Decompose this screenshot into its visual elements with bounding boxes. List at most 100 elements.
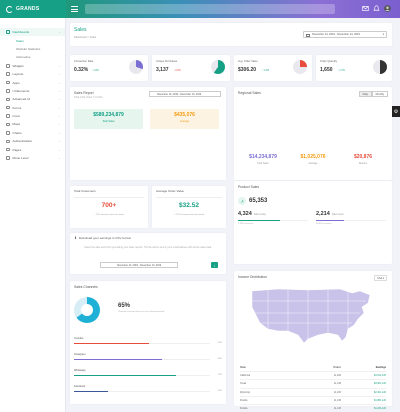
sidebar-item[interactable]: Widgets › [0,62,65,70]
sidebar-item-label: Maps [12,122,21,127]
channel-row: Whatsapp 75% [74,369,222,381]
sidebar-item[interactable]: Dashboards › [0,28,65,37]
country-select[interactable]: USA ▾ [374,275,387,281]
mail-icon[interactable] [362,5,369,12]
chevron-right-icon: › [59,130,60,135]
sidebar-item[interactable]: Maps › [0,120,65,128]
stat-change: ↑ 1.3% [261,68,269,72]
sales-today-label: Sales today [253,214,266,216]
channel-row: Instagram 65% [74,353,222,365]
sidebar-item-label: Dashboards [12,30,30,35]
sales-report-date-picker[interactable]: November 14, 2019 - November 13, 2019 [149,91,221,97]
sidebar-item-label: Sales [16,38,24,43]
menu-icon[interactable] [71,6,78,12]
csv-description: Select the date period for generating yo… [84,246,212,249]
channel-name: Instagram [74,353,86,356]
nav-icon [6,131,10,135]
chevron-right-icon: › [59,139,60,144]
table-cell: Wyoming [240,390,250,394]
channel-name: Youtube [74,337,84,340]
nav-icon [6,97,10,102]
nav-icon [6,80,10,85]
channel-track [74,375,210,377]
stat-card: Conversion Rate 0.32% ↑ 1.2% [70,55,148,81]
regional-total: $14,234,879 Total Sales [238,154,288,165]
sidebar-item-label: Authentication [12,139,33,144]
sidebar-item[interactable]: Advanced UI › [0,95,65,103]
sidebar-item[interactable]: Menu Level › [0,154,65,162]
channel-fill [74,391,108,393]
csv-title: ⬇ Download your earnings in CSV format [74,236,131,240]
table-cell: 11,145 [333,407,341,411]
stat-value: 3,137 [156,67,169,73]
chevron-right-icon: › [59,156,60,161]
channel-track [74,359,210,361]
table-cell: $4,512,120 [374,374,386,378]
sidebar-item[interactable]: Website Statistics [0,45,65,53]
csv-date-picker[interactable]: November 14, 2019 - November 13, 2019 [100,262,178,268]
monthly-button[interactable]: Monthly [371,91,388,97]
sales-week-value: 2,214 [316,211,330,217]
search-input[interactable] [85,4,335,14]
chevron-right-icon: › [59,105,60,110]
stat-pie [211,60,225,74]
stat-card: Avg. Order Value $306.20 ↑ 1.3% [234,55,312,81]
table-row: Texas 11,145 $3,901,120 [240,380,386,389]
product-sales-card: Product Sales ↗ 65,353 4,324 Sales today … [234,181,392,264]
sidebar-item-label: Widgets [12,63,24,68]
table-cell: 11,145 [333,382,341,386]
sidebar-item[interactable]: Authentication › [0,137,65,145]
table-cell: $1,234,120 [374,407,386,411]
logo-icon [6,5,13,13]
sidebar-item[interactable]: Charts › [0,129,65,137]
sidebar-item[interactable]: Layouts › [0,70,65,78]
sales-week-label: Sales week [331,214,344,216]
regional-total-label: Total Sales [257,162,269,165]
chevron-right-icon: › [59,72,60,77]
regional-sales-title: Regional Sales [238,91,261,95]
product-sales-week: 2,214 Sales week 26,481 increase [316,211,386,225]
sidebar-item[interactable]: Pages › [0,145,65,153]
csv-date-text: November 14, 2019 - November 13, 2019 [116,263,162,267]
stat-pie [129,60,143,74]
stat-label: Avg. Order Value [238,60,258,63]
daily-button[interactable]: Daily [358,91,372,97]
table-cell: 11,234 [333,390,341,394]
divider [156,197,222,198]
chevron-right-icon: › [59,97,60,102]
sidebar-item[interactable]: Icons › [0,112,65,120]
sidebar-item[interactable]: Alternative [0,53,65,61]
date-range-picker[interactable]: November 14, 2019 - November 13, 2019 ▾ [303,31,387,38]
sales-today-value: 4,324 [238,211,252,217]
sidebar-item[interactable]: UI Elements › [0,87,65,95]
nav-icon [6,64,10,68]
stat-card: Unique Purchases 3,137 ↓ 0.8% [152,55,230,81]
csv-download-button[interactable]: ↓ [211,262,218,268]
channel-pct: 65% [217,357,222,360]
table-cell: $3,901,120 [374,382,386,386]
stat-change: ↓ 0.8% [173,68,181,72]
bell-icon[interactable] [373,5,380,12]
nav-icon [6,114,10,118]
sidebar-item-label: Layouts [12,72,24,77]
income-column-header: State [240,366,246,370]
user-avatar[interactable] [384,5,391,12]
channel-row: Facebook 25% [74,385,222,397]
chevron-down-icon: ▾ [382,33,384,36]
channel-pct: 75% [217,373,222,376]
channel-track [74,391,210,393]
logo[interactable]: GRANDS [0,0,66,18]
sidebar-item[interactable]: Apps › [0,78,65,86]
sidebar-item-label: UI Elements [12,88,30,93]
table-row: California 11,452 $4,512,120 [240,372,386,381]
chevron-right-icon: › [59,122,60,127]
stat-pie [293,60,307,74]
sales-report-date-text: November 14, 2019 - November 13, 2019 [157,92,202,96]
sidebar-item[interactable]: Forms › [0,104,65,112]
table-row: Wyoming 11,234 $2,401,120 [240,389,386,397]
sidebar-item[interactable]: Sales [0,36,65,44]
usa-map [251,288,371,344]
gear-icon[interactable]: ⚙ [392,106,400,117]
nav-icon [6,30,10,34]
top-bar [0,0,400,18]
